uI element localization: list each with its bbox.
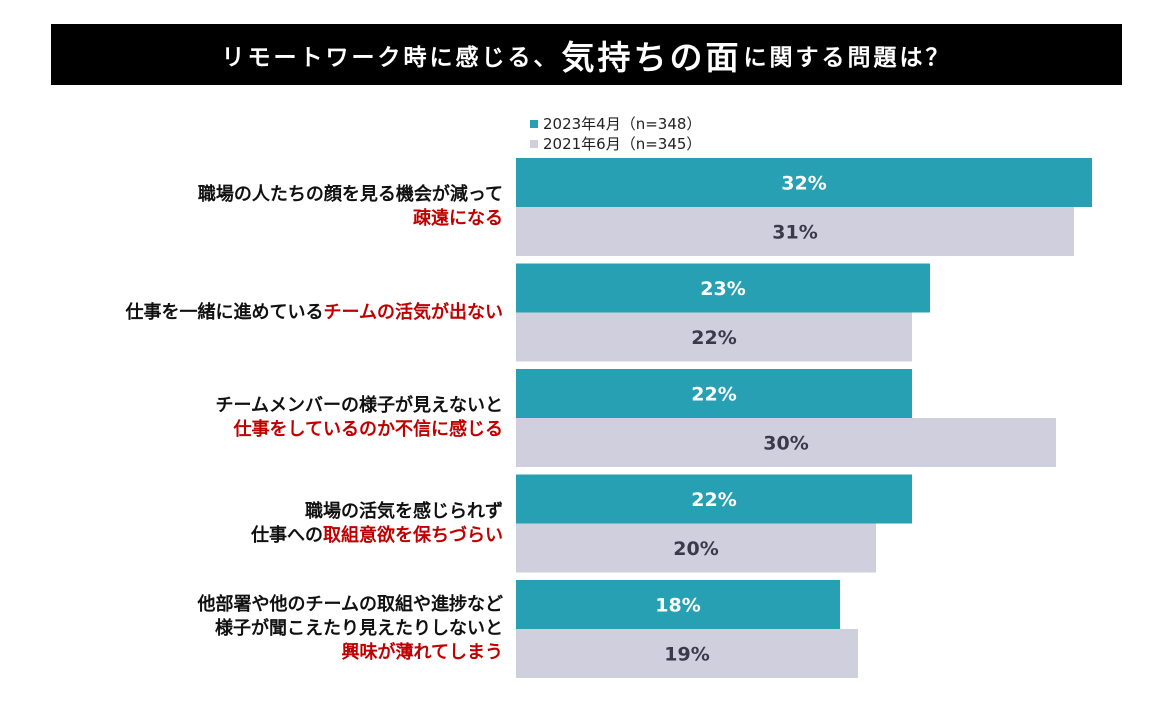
category-label-text: 職場の活気を感じられず: [305, 500, 503, 522]
category-label-text: 仕事を一緒に進めている: [125, 301, 324, 323]
data-label-2021-1: 31%: [772, 222, 817, 244]
category-label-highlight: 興味が薄れてしまう: [341, 642, 503, 663]
category-label-line: 他部署や他のチームの取組や進捗など: [198, 593, 503, 617]
category-label-line: 興味が薄れてしまう: [198, 641, 503, 665]
category-label-line: 職場の人たちの顔を見る機会が減って: [198, 183, 503, 207]
chart-title: リモートワーク時に感じる、 気持ちの面 に関する問題は？: [51, 24, 1122, 85]
category-label-text: 様子が聞こえたり見えたりしないと: [215, 618, 503, 639]
data-label-2021-5: 19%: [664, 644, 709, 666]
bar-2021-2: [516, 312, 912, 362]
bar-2023-4: [516, 474, 912, 524]
legend: 2023年4月（n=348） 2021年6月（n=345）: [530, 114, 701, 154]
bar-2023-1: [516, 158, 1092, 207]
legend-item-2021: 2021年6月（n=345）: [530, 134, 701, 154]
category-label-text: 仕事への: [251, 524, 323, 546]
category-label-line: 仕事をしているのか不信に感じる: [216, 418, 503, 442]
category-label-4: 職場の活気を感じられず 仕事への取組意欲を保ちづらい: [251, 500, 503, 548]
title-part1: リモートワーク時に感じる、: [221, 44, 560, 71]
data-label-2023-1: 32%: [781, 173, 826, 195]
data-label-2023-5: 18%: [655, 595, 700, 617]
data-label-2023-4: 22%: [691, 489, 736, 511]
legend-label-2023: 2023年4月（n=348）: [543, 115, 702, 133]
data-label-2023-3: 22%: [691, 384, 736, 406]
category-label-highlight: 疎遠になる: [413, 208, 503, 229]
category-label-line: チームメンバーの様子が見えないと: [216, 394, 503, 418]
bar-2023-3: [516, 369, 912, 418]
data-label-2021-4: 20%: [673, 538, 718, 560]
data-label-2021-3: 30%: [763, 433, 808, 455]
bar-2023-5: [516, 580, 840, 629]
category-label-line: 仕事への取組意欲を保ちづらい: [251, 524, 503, 548]
legend-swatch-2021: [530, 140, 538, 148]
category-label-5: 他部署や他のチームの取組や進捗など様子が聞こえたり見えたりしないと興味が薄れてし…: [198, 593, 503, 665]
legend-item-2023: 2023年4月（n=348）: [530, 114, 701, 134]
title-part2: に関する問題は？: [743, 44, 952, 71]
data-label-2023-2: 23%: [700, 278, 745, 300]
legend-label-2021: 2021年6月（n=345）: [543, 135, 702, 153]
title-emphasis: 気持ちの面: [561, 37, 742, 77]
bar-2021-4: [516, 523, 876, 573]
category-label-line: 疎遠になる: [198, 207, 503, 231]
bar-2023-2: [516, 263, 930, 313]
bar-2021-1: [516, 207, 1074, 256]
bar-2021-3: [516, 418, 1056, 467]
category-label-line: 職場の活気を感じられず: [251, 500, 503, 524]
category-label-text: 他部署や他のチームの取組や進捗など: [197, 594, 503, 615]
category-label-2: 仕事を一緒に進めているチームの活気が出ない: [126, 301, 503, 325]
category-label-line: 仕事を一緒に進めているチームの活気が出ない: [126, 301, 503, 325]
category-label-text: チームメンバーの様子が見えないと: [215, 395, 503, 416]
category-label-highlight: 仕事をしているのか不信に感じる: [233, 419, 503, 440]
bar-2021-5: [516, 629, 858, 678]
category-label-text: 職場の人たちの顔を見る機会が減って: [197, 184, 503, 205]
category-label-highlight: 取組意欲を保ちづらい: [323, 524, 503, 546]
legend-swatch-2023: [530, 120, 538, 128]
category-label-highlight: チームの活気が出ない: [323, 301, 503, 323]
category-label-1: 職場の人たちの顔を見る機会が減って疎遠になる: [198, 183, 503, 231]
data-label-2021-2: 22%: [691, 327, 736, 349]
category-label-3: チームメンバーの様子が見えないと仕事をしているのか不信に感じる: [216, 394, 503, 442]
category-label-line: 様子が聞こえたり見えたりしないと: [198, 617, 503, 641]
